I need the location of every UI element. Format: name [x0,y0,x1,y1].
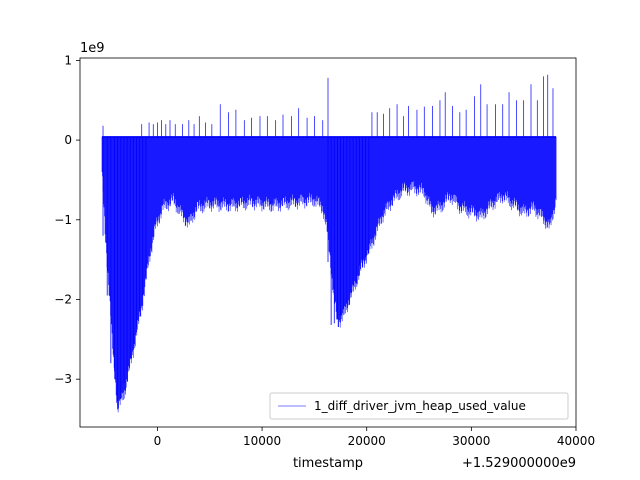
y-tick-label: −2 [54,292,72,306]
legend-box [269,392,569,420]
y-tick-label: −3 [54,372,72,386]
x-offset-label: +1.529000000e9 [462,456,576,471]
legend-label: 1_diff_driver_jvm_heap_used_value [314,399,526,413]
x-tick-label: 20000 [348,434,386,448]
axes-frame [79,57,577,428]
x-tick-label: 10000 [243,434,281,448]
x-tick-label: 40000 [557,434,595,448]
series-band [101,136,557,413]
y-tick-label: 0 [64,133,72,147]
x-axis: 0 10000 20000 30000 40000 [154,427,595,448]
plot-area [79,57,577,428]
y-scale-label: 1e9 [80,41,105,56]
y-tick-label: −1 [54,213,72,227]
y-tick-label: 1 [64,53,72,67]
y-axis: 1 0 −1 −2 −3 [54,53,80,386]
x-axis-label: timestamp [293,456,363,471]
x-tick-label: 0 [154,434,162,448]
x-tick-label: 30000 [452,434,490,448]
legend: 1_diff_driver_jvm_heap_used_value [269,392,569,420]
series-layer [101,74,557,413]
